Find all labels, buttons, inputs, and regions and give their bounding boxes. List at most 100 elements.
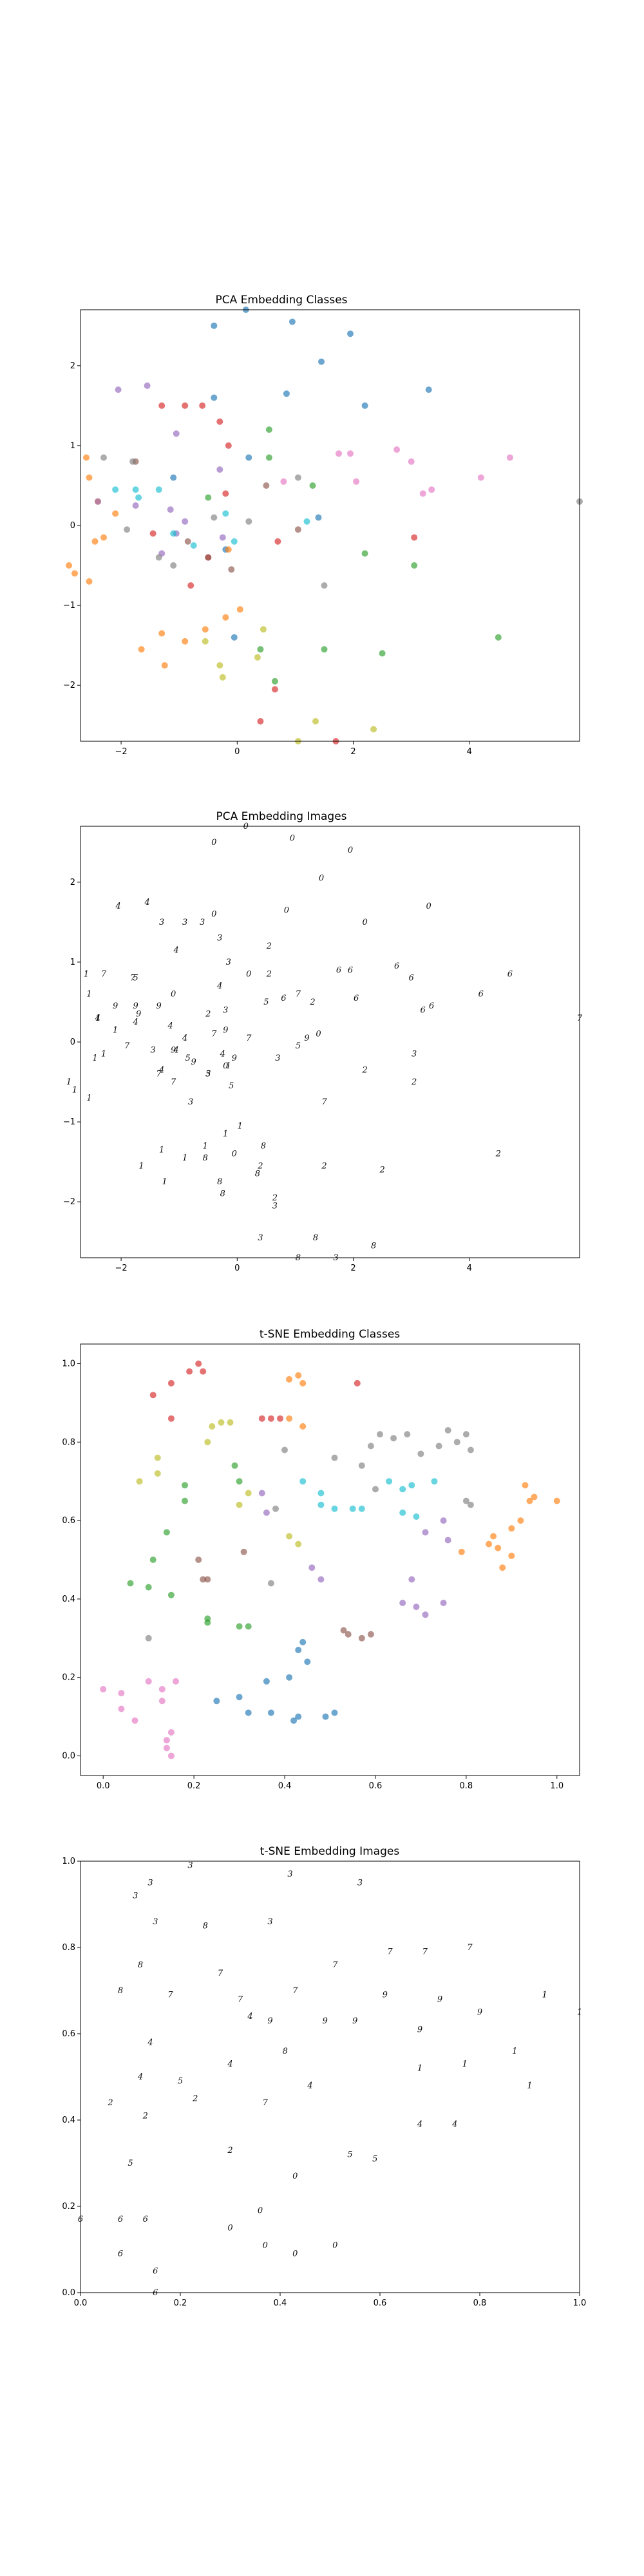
- scatter-point: [149, 1557, 156, 1563]
- scatter-point: [225, 546, 232, 553]
- digit-thumbnail: 1: [182, 1153, 187, 1163]
- scatter-point: [490, 1533, 497, 1540]
- digit-thumbnail: 3: [275, 1054, 280, 1063]
- scatter-point: [399, 1486, 406, 1493]
- digit-thumbnail: 1: [86, 1094, 91, 1103]
- scatter-point: [440, 1517, 447, 1524]
- digit-thumbnail: 3: [188, 1097, 193, 1107]
- scatter-point: [289, 318, 296, 325]
- scatter-point: [158, 630, 166, 637]
- scatter-point: [225, 442, 232, 449]
- digit-thumbnail: 4: [167, 1021, 173, 1031]
- y-tick-label: 0.8: [62, 1437, 75, 1447]
- digit-thumbnail: 3: [272, 1201, 278, 1211]
- scatter-point: [444, 1427, 451, 1434]
- scatter-point: [205, 494, 212, 501]
- scatter-point: [417, 1450, 424, 1457]
- digit-thumbnail: 4: [132, 1018, 138, 1027]
- digit-thumbnail: 7: [467, 1943, 473, 1953]
- digit-thumbnail: 2: [227, 2146, 232, 2155]
- y-tick-label: −2: [63, 681, 75, 690]
- scatter-point: [91, 538, 99, 545]
- digit-thumbnail: 8: [203, 1153, 208, 1163]
- digit-thumbnail: 7: [124, 1041, 130, 1051]
- scatter-point: [315, 514, 322, 521]
- x-tick-label: 0: [234, 1264, 240, 1273]
- scatter-point: [219, 534, 226, 541]
- digit-thumbnail: 4: [227, 2060, 232, 2069]
- scatter-point: [290, 1717, 298, 1724]
- scatter-point: [124, 526, 131, 533]
- digit-thumbnail: 7: [246, 1034, 252, 1043]
- digit-thumbnail: 4: [147, 2038, 153, 2047]
- x-tick-label: 0.0: [74, 2298, 88, 2308]
- scatter-point: [353, 478, 360, 485]
- scatter-point: [263, 1678, 270, 1685]
- digit-thumbnail: 4: [173, 945, 179, 955]
- scatter-point: [204, 1619, 211, 1626]
- y-tick-label: 2: [70, 361, 75, 371]
- scatter-point: [408, 1576, 415, 1583]
- scatter-point: [308, 1564, 316, 1571]
- scatter-point: [170, 530, 177, 537]
- chart-pca-classes: PCA Embedding Classes −2 0 2 4 −2 −1 0 1 2: [63, 294, 583, 757]
- scatter-point: [283, 390, 290, 397]
- digit-thumbnail: 3: [182, 918, 187, 927]
- y-tick-label: 0.6: [62, 2029, 75, 2039]
- scatter-point: [444, 1537, 451, 1544]
- digit-thumbnail: 6: [429, 1001, 434, 1011]
- digit-thumbnail: 8: [217, 1177, 222, 1187]
- digit-thumbnail: 9: [133, 1001, 138, 1011]
- digit-thumbnail: 2: [321, 1161, 327, 1171]
- y-tick-label: 2: [70, 878, 75, 887]
- digit-thumbnail: 1: [162, 1177, 167, 1187]
- scatter-point: [431, 1478, 438, 1485]
- digit-thumbnail: 0: [227, 2224, 232, 2233]
- scatter-point: [86, 474, 93, 481]
- scatter-point: [458, 1548, 465, 1555]
- scatter-point: [199, 402, 206, 409]
- scatter-point: [211, 322, 218, 329]
- scatter-point: [222, 614, 229, 621]
- scatter-point: [495, 634, 502, 641]
- scatter-point: [127, 1580, 134, 1587]
- digit-thumbnail: 2: [192, 2094, 198, 2104]
- axis-ticks: −2 0 2 4 −2 −1 0 1 2: [63, 361, 472, 757]
- digit-thumbnail: 0: [211, 910, 216, 920]
- scatter-point: [367, 1443, 374, 1450]
- scatter-point: [428, 486, 435, 493]
- digit-thumbnail: 2: [272, 1193, 278, 1203]
- digit-thumbnail: 5: [185, 1054, 191, 1063]
- digit-thumbnail: 8: [283, 2047, 288, 2056]
- y-tick-label: 0: [70, 521, 75, 531]
- digit-thumbnail: 0: [319, 874, 324, 884]
- scatter-point: [200, 1576, 207, 1583]
- digit-thumbnail: 2: [266, 970, 272, 980]
- chart-title: PCA Embedding Classes: [215, 294, 347, 307]
- scatter-point: [299, 1423, 307, 1430]
- plot-frame: [80, 1861, 580, 2293]
- digit-thumbnail: 2: [266, 942, 272, 951]
- scatter-point: [267, 1580, 274, 1587]
- digit-thumbnail: 9: [323, 2016, 328, 2026]
- scatter-point: [163, 1745, 170, 1752]
- scatter-point: [245, 1709, 252, 1716]
- scatter-point: [129, 458, 137, 465]
- digit-thumbnail: 1: [84, 970, 89, 980]
- x-tick-label: 0.4: [274, 2298, 287, 2308]
- digit-thumbnail: 0: [284, 905, 289, 915]
- digit-thumbnail: 7: [218, 1969, 223, 1978]
- chart-title: t-SNE Embedding Images: [260, 1845, 400, 1858]
- scatter-point: [222, 510, 229, 517]
- y-tick-label: 0.8: [62, 1943, 75, 1953]
- digit-thumbnail: 7: [101, 970, 107, 980]
- scatter-point: [440, 1600, 447, 1606]
- scatter-point: [227, 1419, 234, 1426]
- y-tick-label: −2: [63, 1197, 75, 1207]
- digit-thumbnail: 9: [267, 2016, 272, 2026]
- scatter-point: [265, 454, 272, 461]
- scatter-point: [522, 1482, 529, 1489]
- digit-thumbnail: 6: [409, 974, 414, 983]
- scatter-point: [254, 654, 261, 661]
